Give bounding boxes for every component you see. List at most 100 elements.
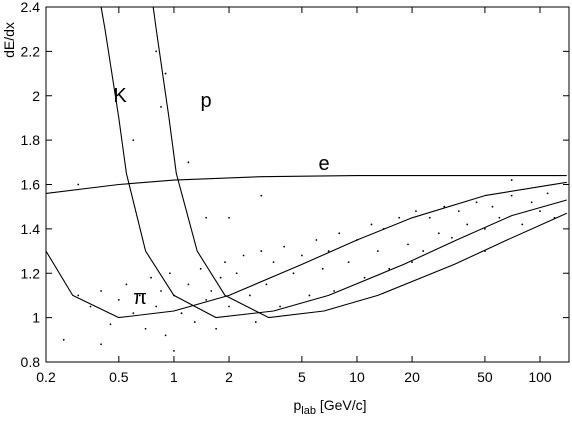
data-point <box>260 194 263 197</box>
data-point <box>321 267 324 270</box>
data-point <box>205 216 208 219</box>
data-point <box>437 232 440 235</box>
curve-label: π <box>133 287 147 309</box>
data-point <box>265 283 268 286</box>
y-axis-label: dE/dx <box>1 22 17 58</box>
data-point <box>415 210 417 213</box>
data-point <box>521 223 524 226</box>
data-point <box>376 250 379 252</box>
x-tick-label: 0.2 <box>36 369 56 385</box>
x-axis-label: plab [GeV/c] <box>293 397 366 417</box>
data-point <box>125 283 128 286</box>
curve <box>152 7 568 319</box>
data-point <box>370 223 373 226</box>
data-point <box>546 192 549 195</box>
data-point <box>210 290 213 292</box>
data-point <box>363 276 366 279</box>
data-point <box>466 223 469 226</box>
data-point <box>283 245 286 248</box>
data-point <box>100 290 102 292</box>
data-point <box>132 139 135 142</box>
data-point <box>144 327 147 330</box>
curve <box>46 181 567 319</box>
plot-area <box>46 7 568 352</box>
y-tick-label: 1 <box>32 310 40 326</box>
x-label-main: p <box>293 397 301 413</box>
y-tick-label: 1.2 <box>21 265 41 281</box>
x-label-unit: [GeV/c] <box>316 397 367 413</box>
data-point <box>164 72 167 75</box>
y-tick-label: 2 <box>32 88 40 104</box>
x-tick-label: 20 <box>404 369 420 385</box>
data-point <box>450 236 453 239</box>
data-point <box>308 294 311 297</box>
y-tick-label: 0.8 <box>21 354 41 370</box>
data-point <box>300 254 303 257</box>
data-point <box>193 321 196 323</box>
data-point <box>132 312 135 315</box>
data-point <box>443 205 446 208</box>
curve-label: K <box>113 85 127 107</box>
data-point <box>180 312 183 315</box>
data-point <box>510 194 513 197</box>
data-point <box>155 305 158 308</box>
data-point <box>333 290 336 292</box>
data-point <box>173 350 175 352</box>
x-tick-label: 1 <box>170 369 178 385</box>
data-point <box>219 276 222 279</box>
data-point <box>117 298 120 301</box>
data-point <box>228 305 230 308</box>
data-point <box>187 283 190 286</box>
data-point <box>422 250 425 252</box>
data-point <box>228 216 230 219</box>
x-tick-label: 50 <box>477 369 493 385</box>
data-point <box>109 323 112 326</box>
data-point <box>242 254 245 257</box>
data-point <box>187 161 190 164</box>
data-point <box>168 272 171 275</box>
data-point <box>199 267 202 270</box>
data-point <box>279 305 281 308</box>
data-point <box>510 179 513 181</box>
data-point <box>388 267 391 270</box>
data-point <box>62 338 65 341</box>
data-point <box>77 183 80 186</box>
data-point <box>235 272 238 275</box>
data-point <box>484 227 486 230</box>
data-point <box>205 298 208 301</box>
y-tick-label: 2.4 <box>21 0 41 15</box>
y-tick-label: 1.6 <box>21 177 41 193</box>
x-tick-label: 0.5 <box>109 369 129 385</box>
data-point <box>248 294 251 297</box>
data-point <box>155 50 158 53</box>
data-point <box>215 327 218 330</box>
data-point <box>315 239 318 241</box>
data-point <box>164 334 167 337</box>
data-point <box>138 294 141 297</box>
data-point <box>398 216 401 219</box>
x-tick-label: 100 <box>528 369 552 385</box>
data-point <box>254 321 257 323</box>
data-point <box>347 261 350 264</box>
data-point <box>77 294 80 297</box>
curve <box>46 175 567 194</box>
data-point <box>327 250 330 252</box>
data-point <box>292 272 295 275</box>
y-tick-label: 1.4 <box>21 221 41 237</box>
y-tick-label: 1.8 <box>21 132 41 148</box>
data-point <box>475 201 478 204</box>
x-tick-label: 2 <box>225 369 233 385</box>
data-point <box>224 261 226 264</box>
data-point <box>89 305 92 308</box>
data-point <box>150 276 152 279</box>
y-tick-label: 2.2 <box>21 43 41 59</box>
data-point <box>272 261 275 264</box>
data-point <box>530 201 533 204</box>
data-point <box>428 216 431 219</box>
curve-label: e <box>318 153 329 175</box>
data-point <box>498 216 501 219</box>
curve <box>100 7 567 319</box>
data-point <box>407 243 409 246</box>
curve-label: p <box>200 90 211 112</box>
